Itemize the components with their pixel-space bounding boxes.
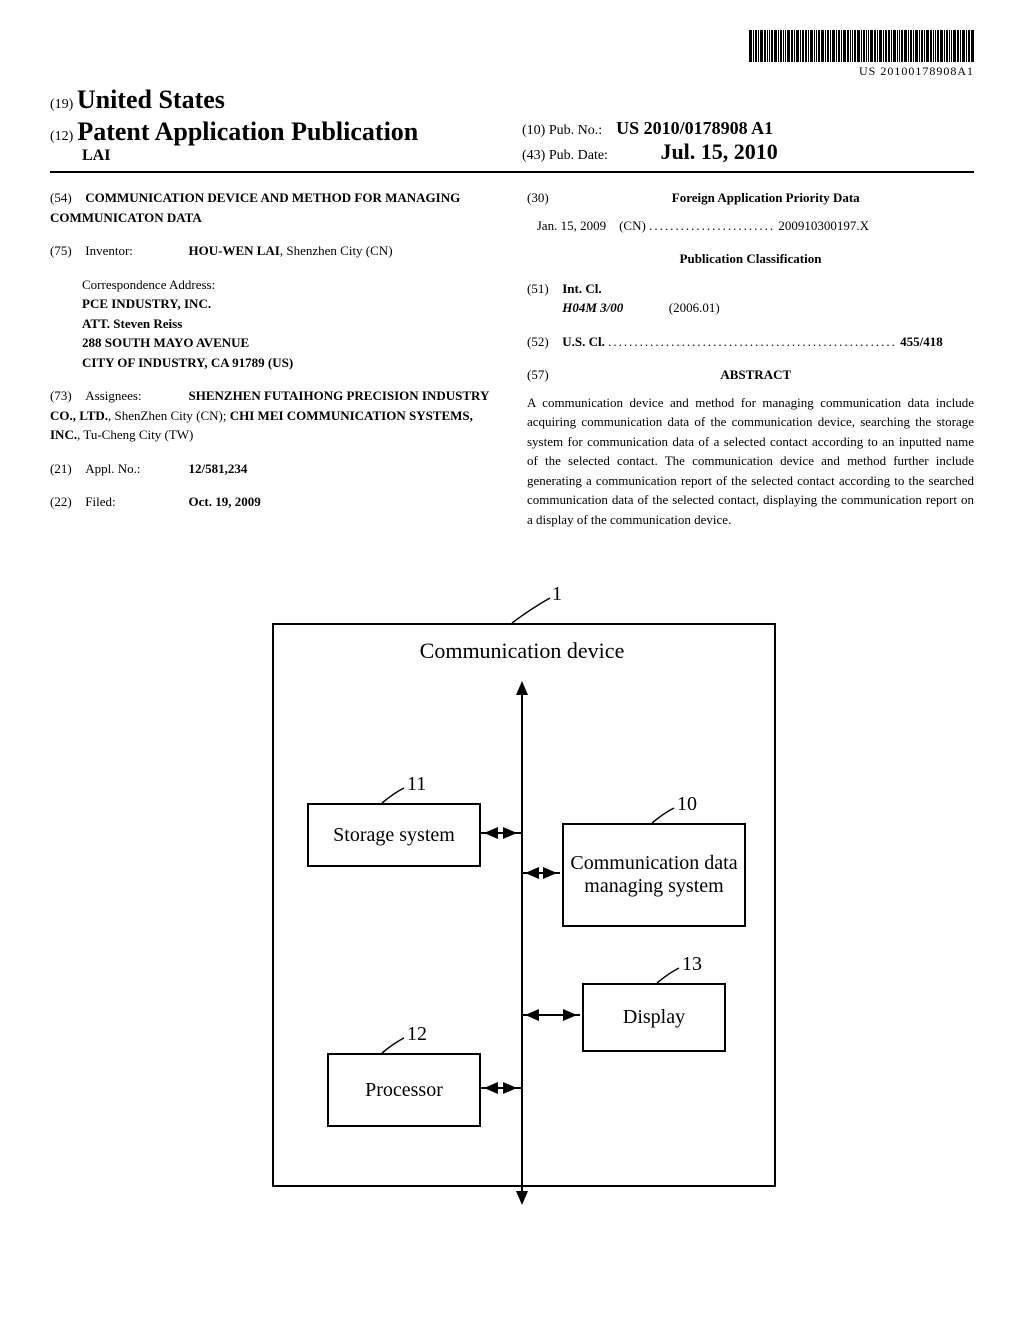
header-block: (19) United States (12) Patent Applicati… bbox=[50, 85, 974, 173]
barcode-area: US 20100178908A1 bbox=[50, 30, 974, 80]
storage-ref: 11 bbox=[407, 773, 426, 796]
inventor-name: HOU-WEN LAI bbox=[189, 243, 280, 258]
correspondence-block: Correspondence Address: PCE INDUSTRY, IN… bbox=[82, 275, 497, 373]
country-code: (19) bbox=[50, 97, 73, 112]
intcl-block: (51) Int. Cl. H04M 3/00 (2006.01) bbox=[527, 279, 974, 318]
assignee1-loc: , ShenZhen City (CN); bbox=[108, 408, 230, 423]
corr-line1: PCE INDUSTRY, INC. bbox=[82, 294, 497, 314]
ref-main: 1 bbox=[552, 583, 562, 606]
barcode-lines bbox=[749, 30, 974, 62]
intcl-label: Int. Cl. bbox=[562, 281, 601, 296]
priority-country: (CN) bbox=[619, 218, 646, 233]
priority-dots: ........................ bbox=[649, 218, 775, 233]
comm-label: Communication data managing system bbox=[564, 852, 744, 898]
assignee-code: (73) bbox=[50, 386, 82, 406]
title-block: (54) COMMUNICATION DEVICE AND METHOD FOR… bbox=[50, 188, 497, 227]
comm-ref: 10 bbox=[677, 793, 697, 816]
pub-no-line: (10) Pub. No.: US 2010/0178908 A1 bbox=[522, 118, 974, 139]
block-diagram: 1 Communication device Storage system 11… bbox=[232, 583, 792, 1203]
appl-label: Appl. No.: bbox=[85, 459, 185, 479]
filed-code: (22) bbox=[50, 492, 82, 512]
classification-heading: Publication Classification bbox=[527, 249, 974, 269]
title-code: (54) bbox=[50, 188, 82, 208]
abstract-code: (57) bbox=[527, 365, 559, 385]
filed-label: Filed: bbox=[85, 492, 185, 512]
abstract-block: (57) ABSTRACT A communication device and… bbox=[527, 365, 974, 529]
pub-no-code: (10) bbox=[522, 123, 545, 138]
priority-line: Jan. 15, 2009 (CN) .....................… bbox=[527, 216, 974, 236]
intcl-code: (51) bbox=[527, 279, 559, 299]
diagram-title: Communication device bbox=[272, 638, 772, 664]
appl-value: 12/581,234 bbox=[189, 461, 248, 476]
doc-type: Patent Application Publication bbox=[77, 117, 418, 146]
priority-code: (30) bbox=[527, 188, 559, 208]
header-left: (19) United States (12) Patent Applicati… bbox=[50, 85, 502, 165]
priority-date: Jan. 15, 2009 bbox=[537, 218, 606, 233]
barcode: US 20100178908A1 bbox=[749, 30, 974, 79]
uscl-dots: ........................................… bbox=[608, 334, 897, 349]
priority-block: (30) Foreign Application Priority Data J… bbox=[527, 188, 974, 235]
inventor-code: (75) bbox=[50, 241, 82, 261]
abstract-head-line: (57) ABSTRACT bbox=[527, 365, 974, 393]
intcl-year: (2006.01) bbox=[669, 300, 720, 315]
barcode-number: US 20100178908A1 bbox=[749, 64, 974, 79]
priority-num: 200910300197.X bbox=[778, 218, 869, 233]
storage-label: Storage system bbox=[333, 824, 455, 847]
appl-block: (21) Appl. No.: 12/581,234 bbox=[50, 459, 497, 479]
processor-ref: 12 bbox=[407, 1023, 427, 1046]
filed-value: Oct. 19, 2009 bbox=[189, 494, 261, 509]
pub-date-label: Pub. Date: bbox=[549, 148, 608, 163]
uscl-code: (52) bbox=[527, 332, 559, 352]
uscl-value: 455/418 bbox=[900, 334, 943, 349]
left-column: (54) COMMUNICATION DEVICE AND METHOD FOR… bbox=[50, 188, 497, 543]
uscl-block: (52) U.S. Cl. ..........................… bbox=[527, 332, 974, 352]
display-label: Display bbox=[623, 1006, 685, 1029]
processor-label: Processor bbox=[365, 1079, 443, 1102]
corr-label: Correspondence Address: bbox=[82, 275, 497, 295]
abstract-text: A communication device and method for ma… bbox=[527, 393, 974, 530]
filed-block: (22) Filed: Oct. 19, 2009 bbox=[50, 492, 497, 512]
biblio-columns: (54) COMMUNICATION DEVICE AND METHOD FOR… bbox=[50, 188, 974, 543]
display-box: Display bbox=[582, 983, 726, 1052]
processor-box: Processor bbox=[327, 1053, 481, 1127]
corr-line4: CITY OF INDUSTRY, CA 91789 (US) bbox=[82, 353, 497, 373]
comm-box: Communication data managing system bbox=[562, 823, 746, 927]
inventor-block: (75) Inventor: HOU-WEN LAI, Shenzhen Cit… bbox=[50, 241, 497, 261]
inventor-loc: , Shenzhen City (CN) bbox=[280, 243, 393, 258]
intcl-value: H04M 3/00 bbox=[562, 300, 623, 315]
author-surname: LAI bbox=[82, 147, 502, 165]
priority-heading: Foreign Application Priority Data bbox=[562, 188, 969, 208]
assignee-label: Assignees: bbox=[85, 386, 185, 406]
corr-line2: ATT. Steven Reiss bbox=[82, 314, 497, 334]
patent-page: US 20100178908A1 (19) United States (12)… bbox=[0, 0, 1024, 1233]
country-name: United States bbox=[77, 85, 225, 114]
uscl-label: U.S. Cl. bbox=[562, 334, 605, 349]
doc-type-line: (12) Patent Application Publication bbox=[50, 117, 502, 147]
pub-date-value: Jul. 15, 2010 bbox=[660, 139, 777, 164]
assignee2-loc: , Tu-Cheng City (TW) bbox=[77, 427, 193, 442]
assignee-block: (73) Assignees: SHENZHEN FUTAIHONG PRECI… bbox=[50, 386, 497, 445]
country-line: (19) United States bbox=[50, 85, 502, 115]
inventor-label: Inventor: bbox=[85, 241, 185, 261]
header-right: (10) Pub. No.: US 2010/0178908 A1 (43) P… bbox=[502, 118, 974, 165]
storage-box: Storage system bbox=[307, 803, 481, 867]
invention-title: COMMUNICATION DEVICE AND METHOD FOR MANA… bbox=[50, 190, 460, 225]
pub-no-label: Pub. No.: bbox=[549, 123, 602, 138]
right-column: (30) Foreign Application Priority Data J… bbox=[527, 188, 974, 543]
corr-line3: 288 SOUTH MAYO AVENUE bbox=[82, 333, 497, 353]
pub-no-value: US 2010/0178908 A1 bbox=[616, 118, 773, 138]
display-ref: 13 bbox=[682, 953, 702, 976]
appl-code: (21) bbox=[50, 459, 82, 479]
pub-date-line: (43) Pub. Date: Jul. 15, 2010 bbox=[522, 139, 974, 165]
pub-date-code: (43) bbox=[522, 148, 545, 163]
doc-type-code: (12) bbox=[50, 129, 73, 144]
abstract-heading: ABSTRACT bbox=[562, 365, 949, 385]
